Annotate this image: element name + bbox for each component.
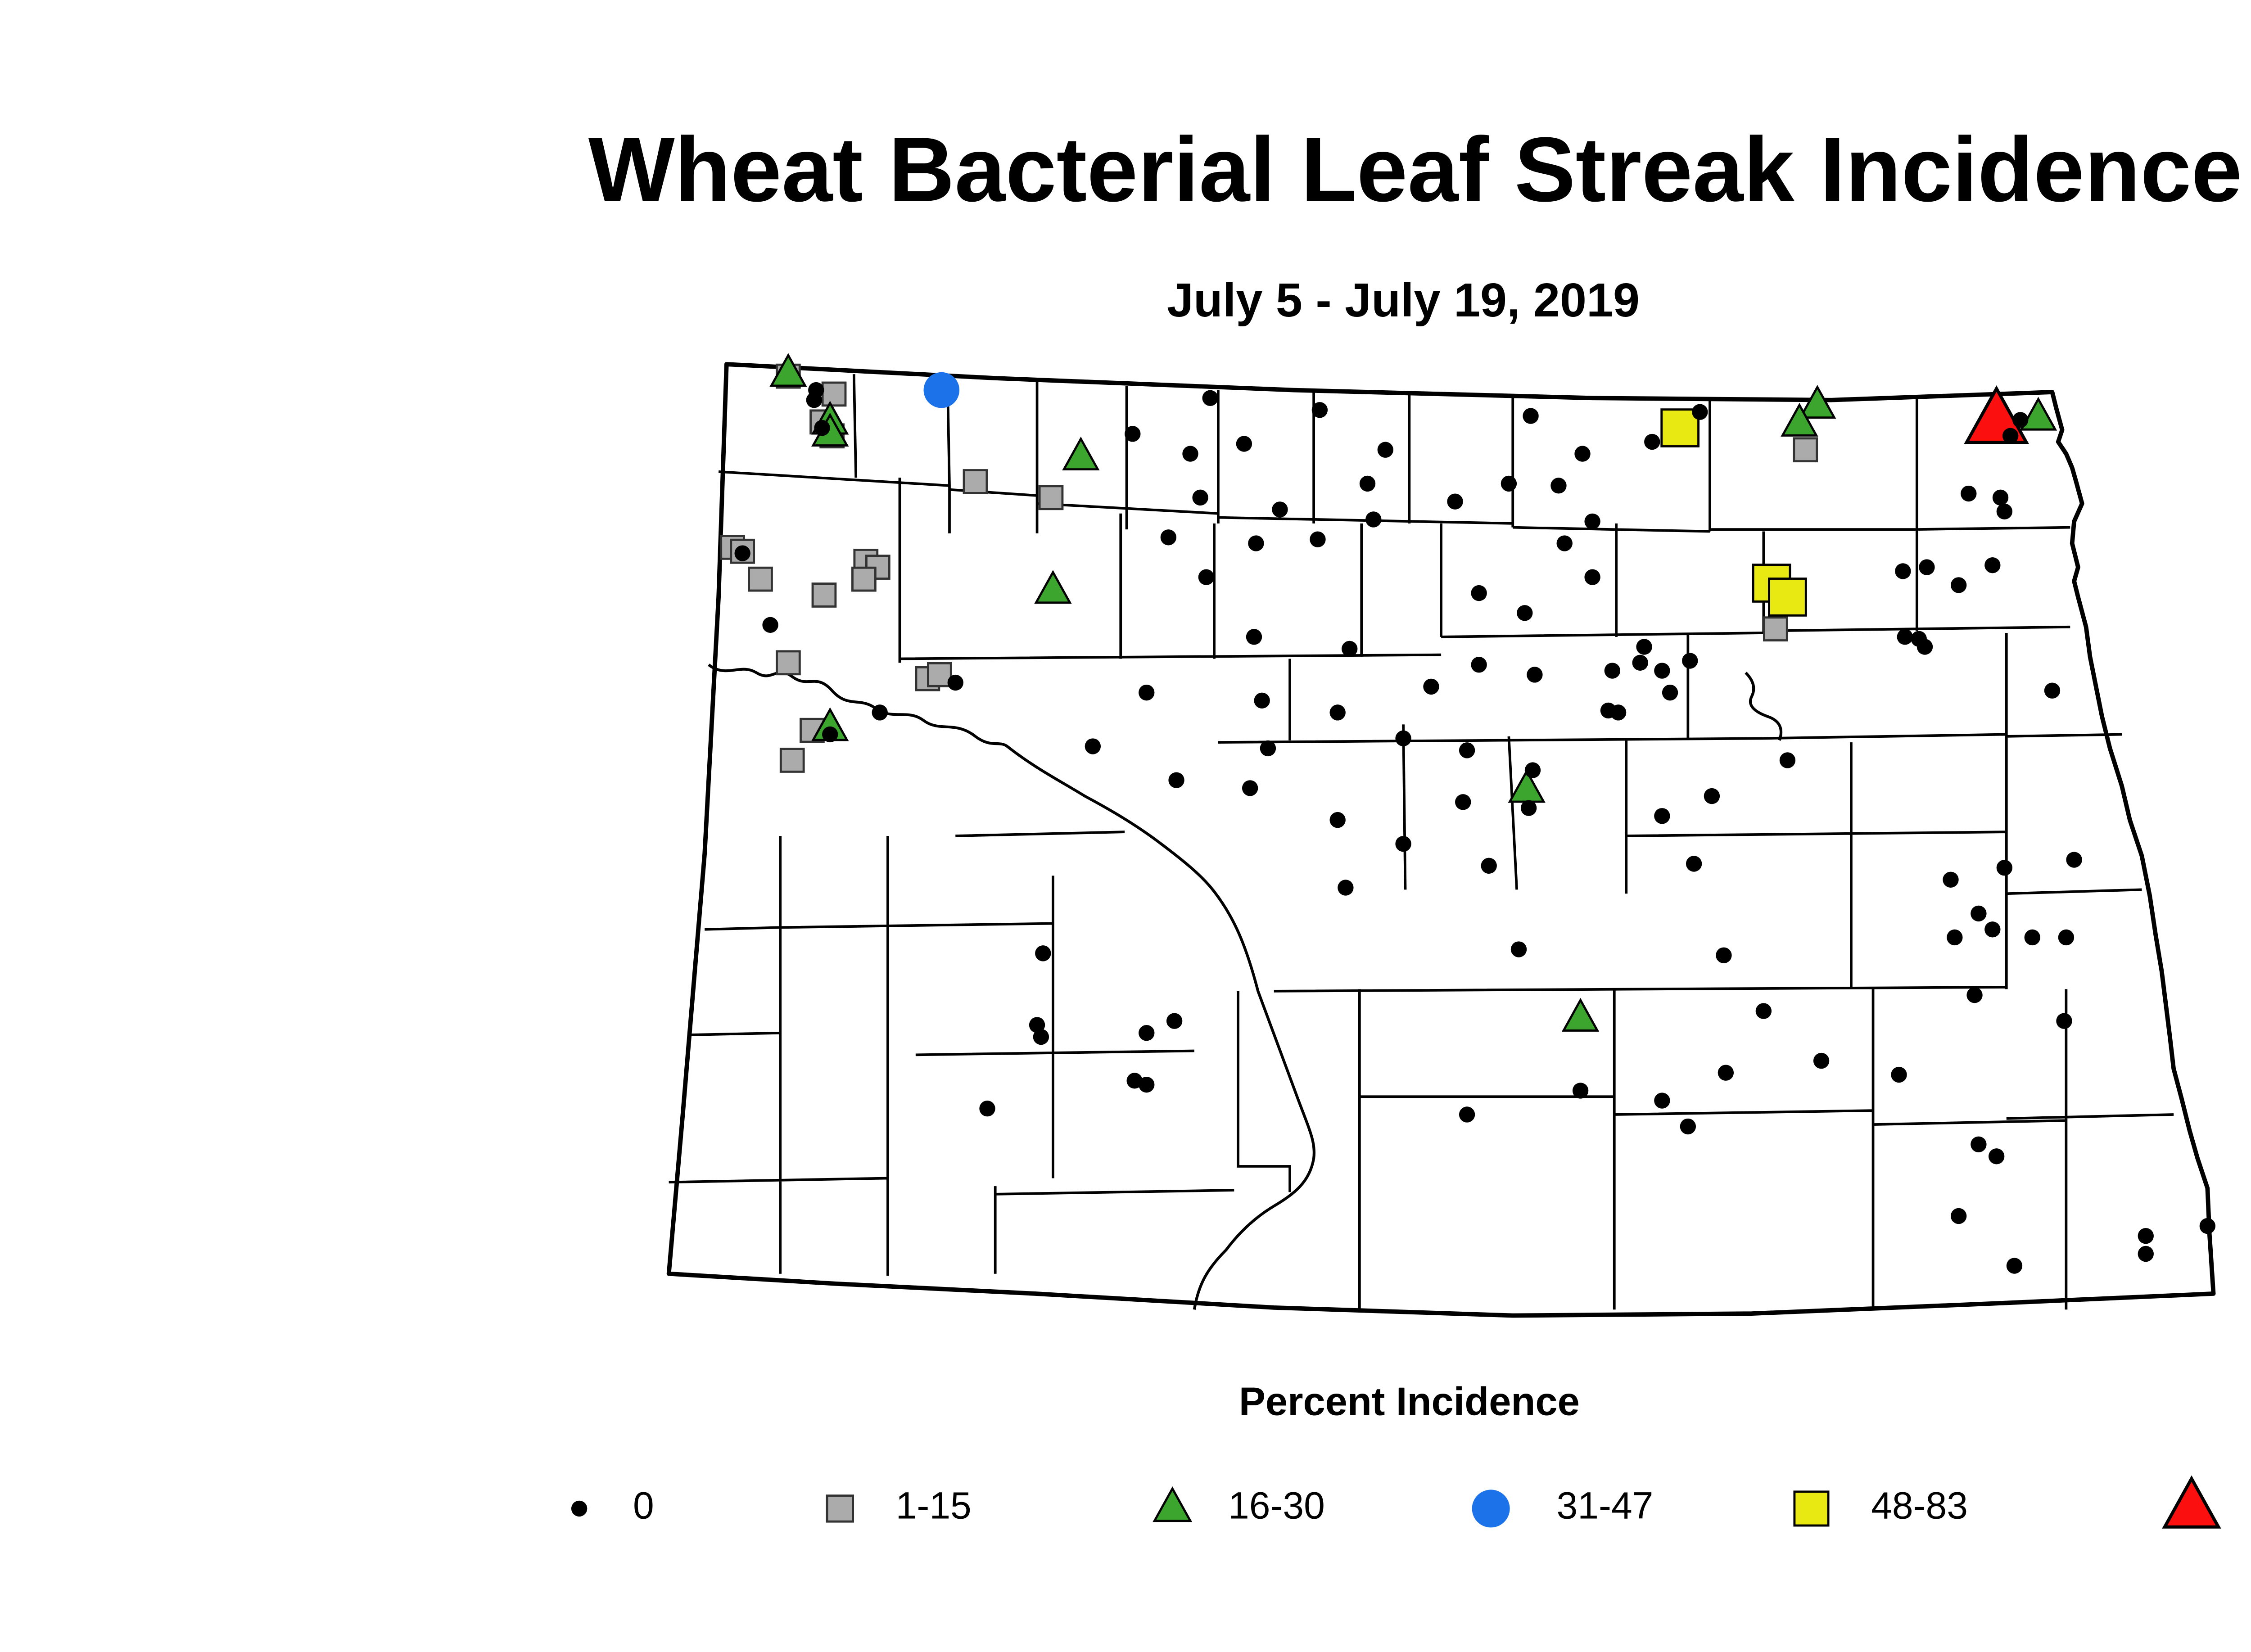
marker-class-0 xyxy=(734,382,2216,1274)
legend-item-label: 1-15 xyxy=(895,1486,972,1529)
legend-item-label: 31-47 xyxy=(1556,1486,1654,1529)
legend-item-label: 16-30 xyxy=(1228,1486,1325,1529)
legend-item-label: 48-83 xyxy=(1871,1486,1968,1529)
red-triangle-marker-icon xyxy=(2152,1469,2232,1548)
legend-title: Percent Incidence xyxy=(1239,1381,1580,1425)
gray-square-marker-icon xyxy=(800,1469,880,1548)
incidence-markers xyxy=(720,353,2216,1274)
marker-class-48-83 xyxy=(1660,408,1807,617)
yellow-square-marker-icon xyxy=(1772,1469,1851,1548)
marker-class-31-47 xyxy=(923,372,960,408)
missouri-river xyxy=(708,664,1315,1310)
blue-circle-marker-icon xyxy=(1451,1469,1531,1548)
river-squiggle xyxy=(1745,672,1783,741)
dot-marker-icon xyxy=(539,1469,619,1548)
county-lines xyxy=(669,374,2174,1310)
legend-item-label: 0 xyxy=(633,1486,654,1529)
green-triangle-marker-icon xyxy=(1133,1469,1212,1548)
page-title: Wheat Bacterial Leaf Streak Incidence xyxy=(588,117,2242,221)
page-subtitle: July 5 - July 19, 2019 xyxy=(1167,275,1640,329)
